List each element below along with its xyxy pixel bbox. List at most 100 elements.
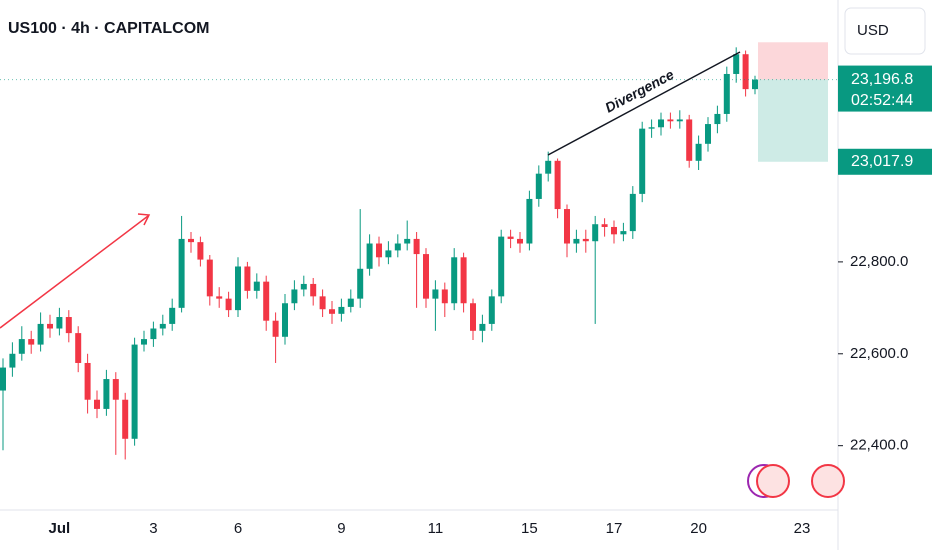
target-price-label: 23,017.9 [851, 153, 913, 170]
candle-body [723, 73, 730, 114]
candle-body [37, 323, 44, 345]
candle-body [103, 379, 110, 409]
candle-body [639, 128, 646, 194]
candle-body [432, 289, 439, 299]
candle-body [94, 399, 100, 409]
candle-body [752, 79, 758, 90]
candle-body [733, 54, 740, 74]
candle-body [470, 303, 476, 331]
candle-body [178, 238, 185, 308]
candle-body [141, 339, 147, 345]
candle-body [620, 231, 627, 235]
candle-body [357, 268, 364, 299]
candle-body [601, 224, 608, 227]
candle-body [404, 238, 411, 244]
candle-body [554, 160, 561, 210]
candle-body [507, 236, 514, 239]
candle-body [545, 160, 552, 174]
event-icon [811, 464, 845, 498]
candle-body [385, 250, 392, 258]
candle-body [131, 344, 138, 439]
candle-body [225, 298, 232, 311]
candle-body [150, 328, 157, 340]
chart-title: US100 · 4h · CAPITALCOM [8, 20, 210, 37]
title-bg [0, 14, 205, 44]
candle-body [686, 119, 693, 161]
last-price-box [838, 65, 932, 112]
candle-body [159, 323, 166, 329]
x-tick-label: 9 [337, 520, 345, 537]
candle-body [517, 238, 523, 244]
target-price-box [838, 148, 932, 175]
candle-body [488, 296, 495, 324]
currency: USD [857, 22, 889, 39]
candle-body [272, 320, 279, 337]
candle-body [535, 173, 542, 199]
stop-zone [758, 42, 828, 80]
candle-body [291, 289, 298, 304]
candle-body [300, 283, 307, 290]
candle-body [498, 236, 505, 297]
x-tick-label: 23 [794, 520, 811, 537]
candle-body [564, 209, 570, 244]
candle-body [56, 317, 63, 329]
candle-body [526, 198, 533, 244]
candle-body [582, 238, 589, 242]
divergence-line [547, 51, 741, 156]
trend-arrow [0, 215, 149, 329]
candle-body [84, 362, 91, 400]
candle-body [282, 303, 288, 337]
candle-body [235, 266, 241, 311]
candle-body [423, 254, 429, 299]
candle-body [253, 281, 260, 291]
candle-body [648, 127, 655, 129]
x-tick-label: 17 [606, 520, 623, 537]
candle-body [573, 238, 580, 244]
candle-body [441, 289, 448, 304]
candle-body [319, 296, 326, 310]
x-tick-label: 6 [234, 520, 242, 537]
y-tick-label: 22,800.0 [850, 253, 908, 270]
candle-body [28, 339, 35, 345]
candle-body [329, 309, 335, 314]
candle-body [413, 238, 420, 255]
candle-body [714, 113, 721, 125]
candle-body [451, 257, 458, 304]
y-tick-label: 22,400.0 [850, 437, 908, 454]
candle-body [263, 281, 270, 321]
candle-body [169, 307, 176, 324]
candle-body [376, 243, 382, 258]
candle-body [310, 283, 317, 297]
candle-body [658, 119, 664, 128]
countdown: 02:52:44 [851, 92, 913, 109]
candle-body [338, 306, 345, 314]
candle-body [705, 124, 711, 144]
candle-body [394, 243, 401, 251]
x-tick-label: Jul [49, 520, 71, 537]
arrow-head [137, 213, 151, 226]
x-tick-label: 20 [690, 520, 707, 537]
candle-body [611, 226, 617, 235]
candle-body [216, 296, 223, 299]
candle-body [75, 333, 82, 363]
candle-body [667, 119, 674, 122]
candle-body [742, 54, 749, 90]
currency-box[interactable] [844, 7, 926, 55]
candle-body [676, 119, 683, 122]
candle-body [347, 298, 354, 307]
candle-body [206, 259, 213, 297]
candle-body [460, 257, 467, 304]
y-tick-label: 22,600.0 [850, 345, 908, 362]
candle-body [122, 399, 129, 439]
candle-body [112, 379, 119, 400]
candle-body [18, 339, 25, 354]
event-icon [756, 464, 790, 498]
candle-body [479, 323, 486, 331]
target-zone [758, 79, 828, 162]
candle-body [65, 317, 72, 334]
candle-body [188, 238, 194, 243]
candle-body [197, 242, 204, 260]
candle-body [629, 193, 636, 232]
candle-body [592, 224, 599, 242]
